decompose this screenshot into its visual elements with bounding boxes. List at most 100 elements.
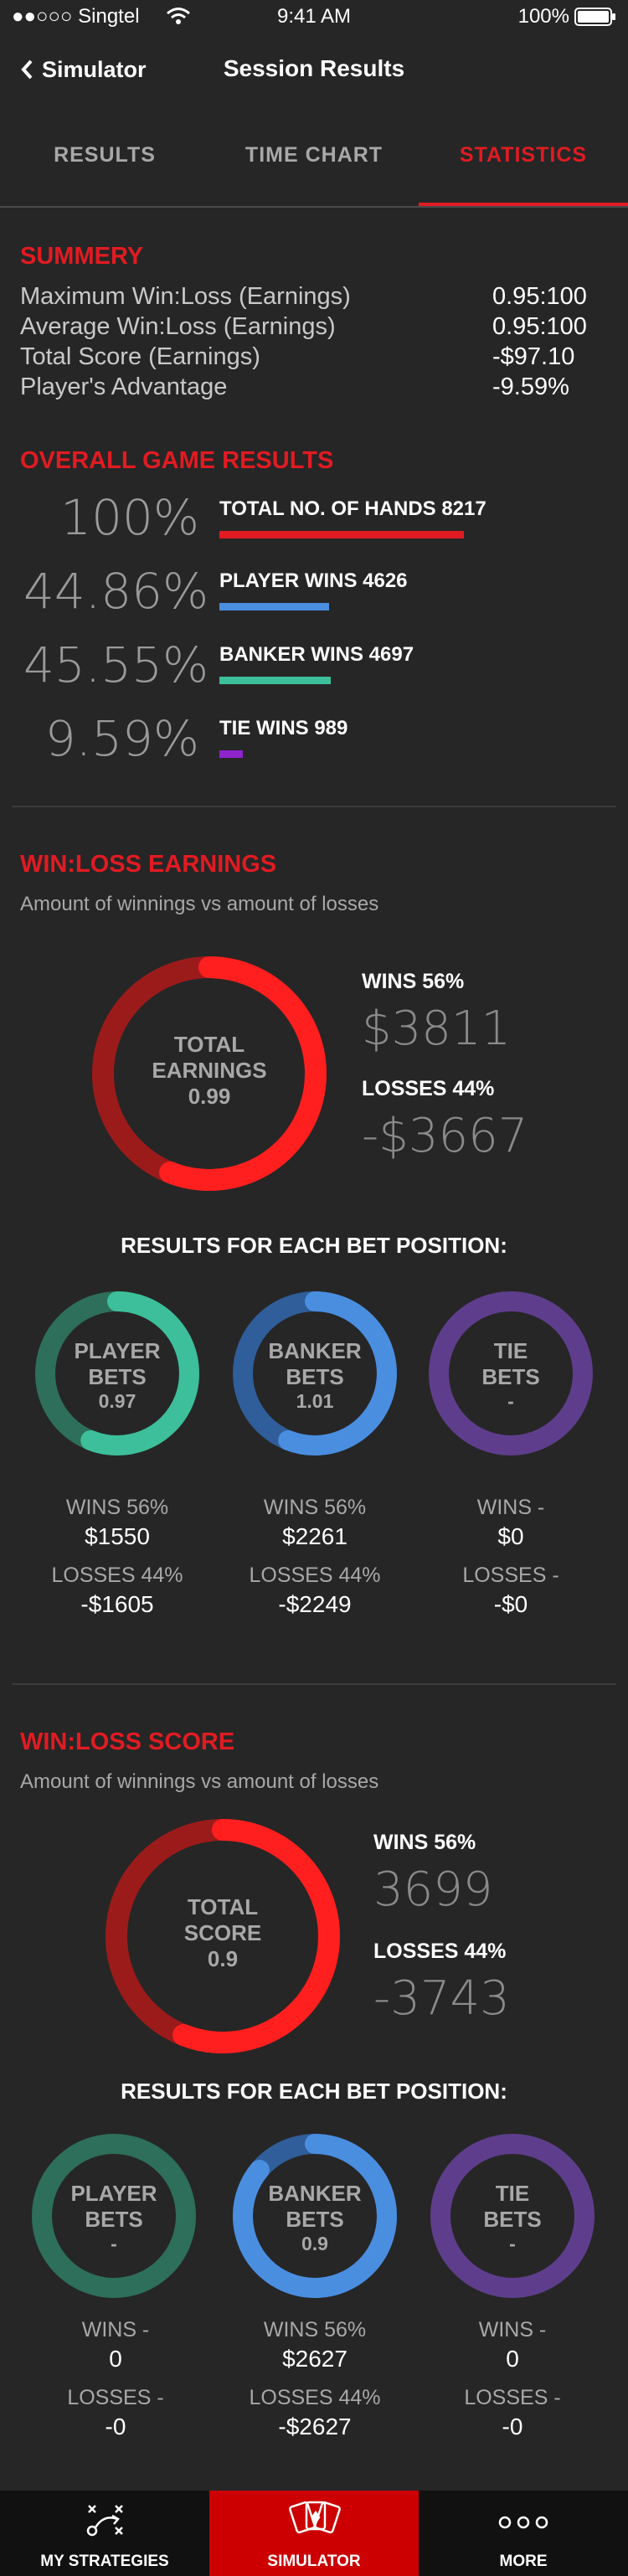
donut-center-line: TIE <box>495 2181 530 2206</box>
stat-wins-label: WINS 56% <box>263 1496 367 1519</box>
carrier-label: ●●○○○ Singtel <box>12 5 140 28</box>
banker-bets-label: BANKER BETS 1.01 <box>233 1338 397 1413</box>
banker-bets-donut <box>233 1291 397 1455</box>
overall-bar <box>219 750 243 758</box>
tie-bets-donut <box>430 2134 595 2298</box>
cards-icon <box>288 2497 342 2547</box>
stat-losses-value: -$2627 <box>278 2414 352 2439</box>
bottom-tab-bar: MY STRATEGIES SIMULATOR MORE <box>0 2491 628 2576</box>
status-bar: ●●○○○ Singtel 9:41 AM 100% <box>0 0 628 33</box>
donut-center-line: TOTAL <box>173 1032 245 1057</box>
donut-center-value: 0.9 <box>207 1946 239 1971</box>
summary-row-label: Player's Advantage <box>20 374 228 400</box>
overall-percent: 44.86% <box>23 563 209 620</box>
donut-center-line: BETS <box>286 1364 344 1389</box>
overall-row-label: TOTAL NO. OF HANDS 8217 <box>219 497 486 520</box>
tie-bets-stats: WINS - $0 LOSSES - -$0 <box>427 1496 595 1618</box>
donut-center-line: PLAYER <box>70 2181 157 2206</box>
stat-losses-label: LOSSES 44% <box>51 1564 183 1587</box>
donut-center-line: BETS <box>286 2207 344 2232</box>
tie-bets-donut <box>429 1291 593 1455</box>
stat-losses-label: LOSSES 44% <box>249 2386 381 2409</box>
score-wins-value: 3699 <box>373 1862 493 1917</box>
stat-losses-value: -0 <box>105 2414 126 2439</box>
tab-results[interactable]: RESULTS <box>54 143 156 167</box>
score-losses-value: -3743 <box>373 1971 510 2026</box>
stat-losses-label: LOSSES - <box>67 2386 164 2409</box>
summary-row-value: 0.95:100 <box>492 313 587 340</box>
chevron-left-icon <box>20 59 33 85</box>
stat-wins-label: WINS - <box>81 2318 150 2342</box>
tab-simulator[interactable]: SIMULATOR <box>209 2491 419 2576</box>
donut-center-line: EARNINGS <box>152 1058 267 1083</box>
battery-percent: 100% <box>517 5 569 28</box>
stat-losses-value: -0 <box>502 2414 523 2439</box>
stat-wins-label: WINS 56% <box>65 1496 169 1519</box>
stat-wins-value: 0 <box>109 2346 122 2372</box>
score-donut <box>106 1819 340 2053</box>
donut-arc <box>106 1819 340 2053</box>
overall-percent: 100% <box>60 489 199 546</box>
earnings-donut <box>92 956 327 1191</box>
summary-row-value: 0.95:100 <box>492 283 587 310</box>
donut-arc <box>233 1291 397 1455</box>
donut-center-line: BANKER <box>268 1338 362 1363</box>
summary-row-value: -9.59% <box>492 374 569 400</box>
tie-bets-label: TIE BETS - <box>430 2181 595 2255</box>
score-subtitle: Amount of winnings vs amount of losses <box>20 1770 379 1793</box>
stat-wins-value: $0 <box>497 1523 524 1549</box>
donut-center-line: BETS <box>483 2207 542 2232</box>
tab-more[interactable]: MORE <box>419 2491 628 2576</box>
tab-my-strategies[interactable]: MY STRATEGIES <box>0 2491 209 2576</box>
tab-statistics[interactable]: STATISTICS <box>419 124 628 206</box>
donut-track <box>429 1291 593 1455</box>
donut-center-line: BETS <box>481 1364 540 1389</box>
score-donut-label: TOTAL SCORE 0.9 <box>106 1894 340 1972</box>
tab-time-chart[interactable]: TIME CHART <box>245 143 383 167</box>
overall-percent: 45.55% <box>23 636 209 693</box>
earnings-subtitle: Amount of winnings vs amount of losses <box>20 893 379 915</box>
back-button[interactable]: Simulator <box>17 52 167 89</box>
back-label: Simulator <box>42 57 147 82</box>
overall-percent: 9.59% <box>44 710 199 767</box>
player-bets-stats: WINS - 0 LOSSES - -0 <box>32 2318 199 2440</box>
donut-center-line: BETS <box>85 2207 143 2232</box>
donut-center-value: - <box>507 1390 514 1412</box>
donut-track <box>32 2134 196 2298</box>
earnings-title: WIN:LOSS EARNINGS <box>20 851 277 878</box>
stat-wins-value: $2627 <box>282 2346 347 2372</box>
stat-losses-label: LOSSES 44% <box>249 1564 381 1587</box>
donut-center-value: - <box>509 2233 516 2254</box>
clock: 9:41 AM <box>276 5 352 28</box>
overall-row-label: BANKER WINS 4697 <box>219 643 414 666</box>
overall-bar <box>219 531 464 538</box>
earnings-losses-value: -$3667 <box>362 1109 528 1163</box>
tab-label: MY STRATEGIES <box>40 2553 169 2570</box>
donut-center-line: PLAYER <box>74 1338 161 1363</box>
tie-bets-stats: WINS - 0 LOSSES - -0 <box>429 2318 596 2440</box>
more-icon <box>497 2516 549 2533</box>
player-bets-donut <box>32 2134 196 2298</box>
earnings-donut-label: TOTAL EARNINGS 0.99 <box>92 1032 327 1110</box>
stat-losses-value: -$1605 <box>80 1591 154 1617</box>
earnings-losses-label: LOSSES 44% <box>362 1077 495 1100</box>
player-bets-donut <box>35 1291 199 1455</box>
wifi-icon <box>166 7 191 31</box>
tab-bar: RESULTS TIME CHART STATISTICS <box>0 124 628 208</box>
page-title: Session Results <box>223 55 405 81</box>
donut-arc <box>92 956 327 1191</box>
overall-bar <box>219 603 329 611</box>
donut-center-value: 0.99 <box>188 1084 231 1109</box>
donut-center-line: BANKER <box>268 2181 362 2206</box>
earnings-wins-value: $3811 <box>362 1002 512 1056</box>
stat-wins-label: WINS - <box>478 2318 547 2342</box>
donut-arc <box>35 1291 199 1455</box>
overall-bar <box>219 677 331 684</box>
donut-center-value: 0.97 <box>98 1390 136 1412</box>
donut-center-line: SCORE <box>183 1920 262 1945</box>
banker-bets-label: BANKER BETS 0.9 <box>233 2181 397 2255</box>
summary-row-label: Total Score (Earnings) <box>20 343 260 370</box>
donut-center-value: 0.9 <box>301 2233 328 2254</box>
stat-losses-label: LOSSES - <box>462 1564 559 1587</box>
overall-row-label: PLAYER WINS 4626 <box>219 569 408 592</box>
